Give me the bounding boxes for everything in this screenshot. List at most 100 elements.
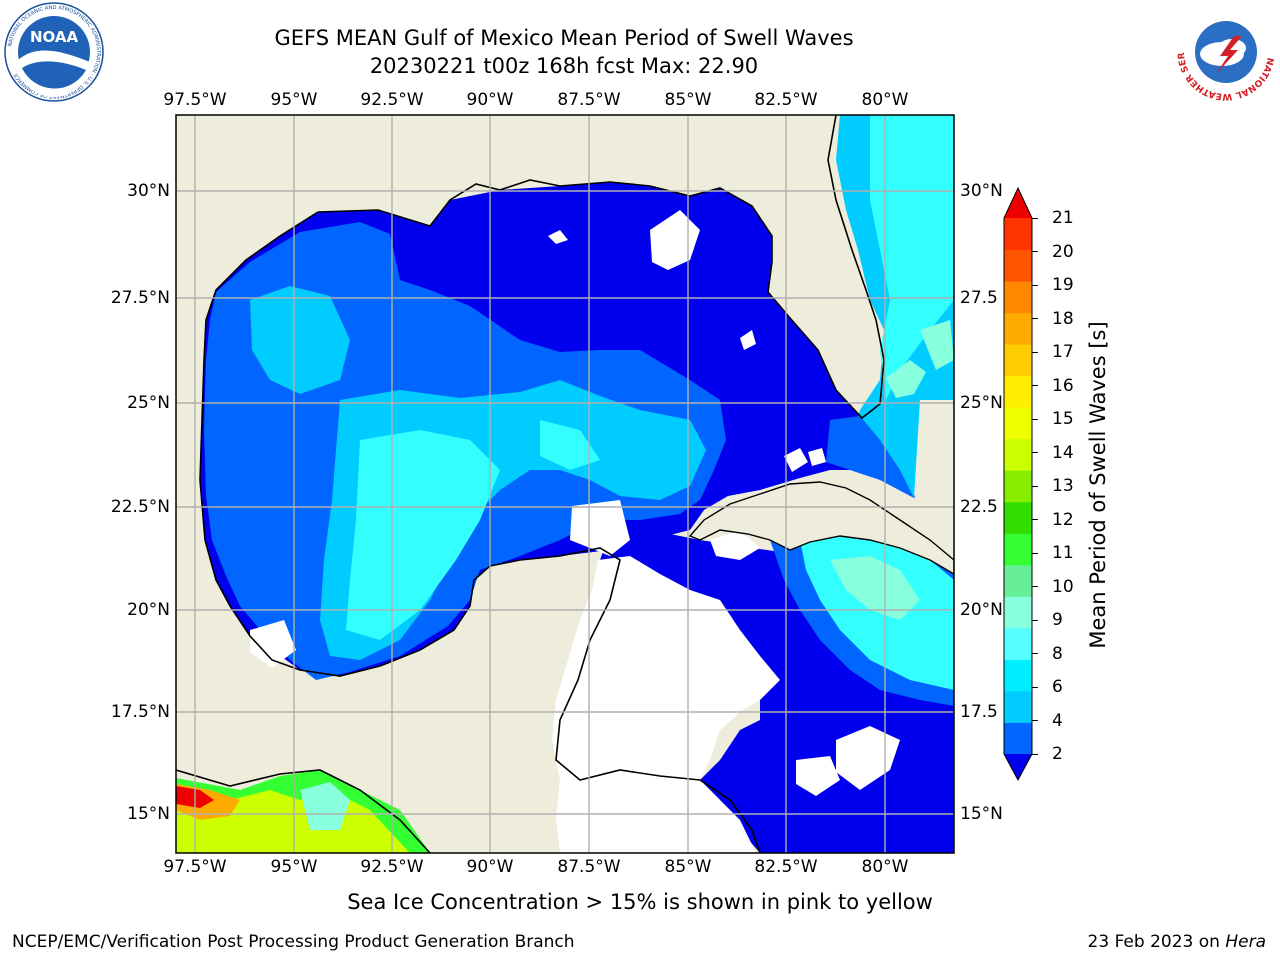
colorbar-tick-label: 16: [1052, 375, 1074, 396]
lon-tick-bottom: 95°W: [270, 857, 318, 877]
lon-tick-bottom: 90°W: [466, 857, 514, 877]
colorbar-title: Mean Period of Swell Waves [s]: [1086, 321, 1110, 649]
colorbar-tick-label: 11: [1052, 543, 1074, 563]
colorbar-extend-min: [1004, 754, 1032, 780]
coastlines: [176, 115, 885, 853]
colorbar-tick-mark: [1032, 251, 1038, 252]
colorbar-tick-mark: [1032, 586, 1038, 587]
colorbar-tick-mark: [1032, 686, 1038, 688]
colorbar-tick-label: 21: [1052, 208, 1074, 228]
colorbar-bin: [1004, 690, 1032, 723]
colorbar-tick-mark: [1032, 385, 1038, 386]
lon-tick-bottom: 87.5°W: [557, 857, 621, 877]
chart-title: GEFS MEAN Gulf of Mexico Mean Period of …: [274, 26, 854, 50]
lat-tick-right: 17.5: [960, 702, 998, 722]
lon-tick-top: 87.5°W: [557, 90, 621, 110]
lon-tick-bottom: 85°W: [664, 857, 712, 877]
lon-tick-top: 95°W: [270, 90, 318, 110]
colorbar-tick-mark: [1032, 217, 1038, 219]
colorbar-tick-mark: [1032, 485, 1038, 487]
keys-water: [826, 416, 914, 498]
machine-name: Hera: [1225, 932, 1266, 952]
colorbar-tick-mark: [1032, 351, 1038, 353]
colorbar-bin: [1004, 344, 1032, 377]
colorbar-bin: [1004, 438, 1032, 471]
colorbar-bin: [1004, 722, 1032, 755]
colorbar-tick-label: 13: [1052, 476, 1074, 496]
colorbar-bin: [1004, 564, 1032, 597]
lat-tick-right: 20°N: [960, 600, 1003, 620]
lat-tick-right: 30°N: [960, 181, 1003, 201]
colorbar-bin: [1004, 659, 1032, 692]
colorbar-tick-mark: [1032, 753, 1038, 755]
run-date: 23 Feb 2023 on Hera: [1088, 932, 1266, 952]
colorbar-tick-mark: [1032, 552, 1038, 554]
gulf-water-light: [346, 420, 600, 640]
lat-tick-right: 25°N: [960, 393, 1003, 413]
noaa-logo-text: NOAA: [30, 28, 79, 46]
colorbar-tick-mark: [1032, 519, 1038, 520]
colorbar-bin: [1004, 281, 1032, 314]
colorbar-tick-mark: [1032, 653, 1038, 654]
lat-tick-left: 22.5°N: [110, 497, 170, 517]
colorbar-tick-label: 8: [1052, 643, 1063, 664]
lat-tick-right: 15°N: [960, 804, 1003, 824]
atlantic-water-light: [870, 115, 954, 400]
colorbar-tick-label: 20: [1052, 241, 1074, 262]
colorbar-bin: [1004, 407, 1032, 440]
colorbar-tick-label: 17: [1052, 342, 1074, 362]
lon-tick-bottom: 80°W: [861, 857, 909, 877]
colorbar-tick-mark: [1032, 720, 1038, 721]
lon-tick-bottom: 92.5°W: [360, 857, 424, 877]
lat-tick-left: 25°N: [127, 393, 170, 413]
lat-tick-right: 27.5: [960, 288, 998, 308]
colorbar: [1003, 186, 1033, 782]
colorbar-tick-label: 10: [1052, 576, 1074, 597]
colorbar-tick-mark: [1032, 452, 1038, 453]
colorbar-extend-max: [1004, 188, 1032, 218]
lat-tick-left: 15°N: [127, 804, 170, 824]
lon-tick-top: 92.5°W: [360, 90, 424, 110]
lat-tick-left: 30°N: [127, 181, 170, 201]
colorbar-tick-label: 2: [1052, 744, 1063, 764]
no-data-patches: [250, 210, 900, 853]
colorbar-tick-mark: [1032, 619, 1038, 621]
colorbar-bin: [1004, 312, 1032, 345]
colorbar-bin: [1004, 470, 1032, 503]
colorbar-tick-label: 14: [1052, 442, 1074, 463]
colorbar-bin: [1004, 218, 1032, 251]
lat-tick-left: 20°N: [127, 600, 170, 620]
map-frame: [175, 114, 955, 854]
colorbar-tick-label: 6: [1052, 677, 1063, 697]
pacific-water-cyan: [300, 782, 350, 830]
cuba-land: [688, 481, 954, 575]
colorbar-tick-label: 4: [1052, 710, 1063, 731]
nws-logo: NATIONAL WEATHER SERVICE: [1176, 2, 1275, 101]
colorbar-tick-mark: [1032, 318, 1038, 319]
run-date-text: 23 Feb 2023 on: [1087, 932, 1226, 952]
lat-tick-left: 17.5°N: [110, 702, 170, 722]
lon-tick-bottom: 82.5°W: [754, 857, 818, 877]
lon-tick-bottom: 97.5°W: [163, 857, 227, 877]
colorbar-bin: [1004, 627, 1032, 660]
lon-tick-top: 97.5°W: [163, 90, 227, 110]
colorbar-tick-label: 18: [1052, 308, 1074, 329]
lon-tick-top: 80°W: [861, 90, 909, 110]
colorbar-tick-label: 12: [1052, 509, 1074, 530]
lat-tick-left: 27.5°N: [110, 288, 170, 308]
colorbar-bin: [1004, 375, 1032, 408]
lon-tick-top: 82.5°W: [754, 90, 818, 110]
colorbar-bin: [1004, 596, 1032, 629]
colorbar-tick-mark: [1032, 284, 1038, 286]
colorbar-tick-label: 19: [1052, 275, 1074, 295]
chart-subtitle: 20230221 t00z 168h fcst Max: 22.90: [369, 54, 759, 78]
noaa-logo: NATIONAL OCEANIC AND ATMOSPHERIC ADMINIS…: [4, 2, 104, 102]
colorbar-bin: [1004, 249, 1032, 282]
colorbar-bin: [1004, 501, 1032, 534]
colorbar-bin: [1004, 533, 1032, 566]
colorbar-tick-label: 9: [1052, 610, 1063, 630]
branch-credit: NCEP/EMC/Verification Post Processing Pr…: [12, 932, 575, 952]
caribbean-water-green: [830, 556, 920, 620]
lon-tick-top: 85°W: [664, 90, 712, 110]
